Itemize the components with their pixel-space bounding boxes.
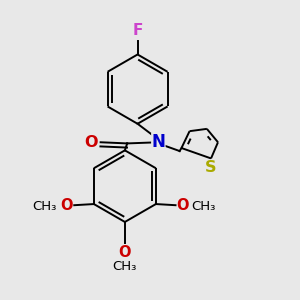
Text: CH₃: CH₃ xyxy=(32,200,57,213)
Text: CH₃: CH₃ xyxy=(191,200,216,213)
Text: O: O xyxy=(61,198,73,213)
Text: N: N xyxy=(152,133,165,151)
Text: O: O xyxy=(118,244,131,260)
Text: F: F xyxy=(132,23,143,38)
Text: O: O xyxy=(177,198,189,213)
Text: O: O xyxy=(84,135,98,150)
Text: S: S xyxy=(205,160,217,175)
Text: CH₃: CH₃ xyxy=(113,260,137,273)
